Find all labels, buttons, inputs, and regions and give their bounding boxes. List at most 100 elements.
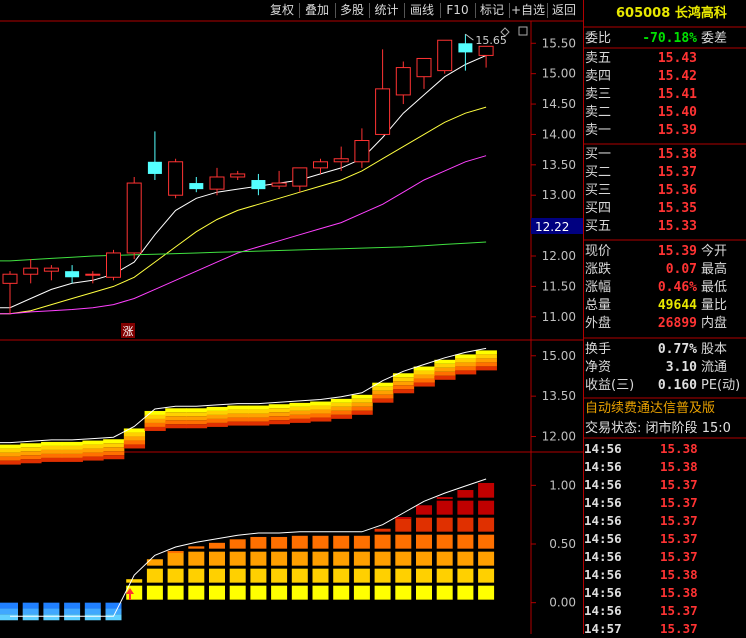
tick-row: 14:56 15.38 xyxy=(584,440,746,458)
osc-bar-neg xyxy=(43,602,60,609)
band-segment xyxy=(82,456,104,461)
candle-body xyxy=(478,45,494,56)
osc-bar-seg xyxy=(374,528,391,532)
band-segment xyxy=(144,422,166,427)
osc-bar-neg xyxy=(22,608,39,615)
stats-row: 净资 3.10 流通 xyxy=(0,359,746,377)
band-segment xyxy=(289,406,311,411)
band-segment xyxy=(165,412,187,417)
osc-bar-seg xyxy=(478,568,495,583)
band-segment xyxy=(123,444,146,449)
osc-bar-neg xyxy=(64,602,81,609)
tick-price: 15.38 xyxy=(660,441,698,456)
band-segment xyxy=(248,409,270,414)
osc-bar-seg xyxy=(271,536,288,549)
osc-bar-seg xyxy=(353,568,370,583)
osc-bar-seg xyxy=(436,568,453,583)
ask-row-value: 15.39 xyxy=(657,123,697,138)
osc-bar-seg xyxy=(188,551,205,566)
band-segment xyxy=(392,381,415,386)
osc-bar-seg xyxy=(374,568,391,583)
bid-row: 买三 15.36 xyxy=(0,182,746,200)
band-segment xyxy=(103,451,125,456)
multi-stock-button[interactable]: 多股 xyxy=(339,3,364,17)
band-segment xyxy=(144,426,166,431)
ask-row: 卖四 15.42 xyxy=(0,68,746,86)
band-segment xyxy=(475,366,497,371)
band-segment xyxy=(434,371,456,376)
band-segment xyxy=(227,413,249,418)
band-segment xyxy=(61,445,83,450)
band-segment xyxy=(185,408,208,413)
osc-bar-seg xyxy=(333,551,350,566)
tick-time: 14:56 xyxy=(584,585,622,600)
y-tick-label: 12.00 xyxy=(542,249,576,263)
statistics-button[interactable]: 统计 xyxy=(374,3,399,17)
band-segment xyxy=(144,418,166,423)
bid-row-label: 买二 xyxy=(585,165,612,180)
ask-row-label: 卖五 xyxy=(585,51,612,66)
osc-bar-seg xyxy=(291,535,308,549)
osc-bar-seg xyxy=(229,539,246,549)
mark-button[interactable]: 标记 xyxy=(479,3,504,17)
band-segment xyxy=(0,448,21,453)
osc-bar-seg xyxy=(250,551,267,566)
band-segment xyxy=(206,410,228,415)
diamond-icon xyxy=(500,27,510,37)
osc-bar-seg xyxy=(188,546,205,549)
band-segment xyxy=(123,432,146,437)
osc-bar-seg xyxy=(209,585,225,600)
ad-banner[interactable]: 自动续费通达信普及版 xyxy=(585,401,716,416)
band-segment xyxy=(20,455,42,460)
osc-bar-seg xyxy=(167,568,184,583)
band-segment xyxy=(455,366,477,371)
y-tick-label: 13.50 xyxy=(542,158,576,172)
band-segment xyxy=(82,452,104,457)
osc-bar-neg xyxy=(64,608,81,615)
tick-time: 14:56 xyxy=(584,513,622,528)
band-segment xyxy=(41,457,63,462)
candle-body xyxy=(416,57,432,78)
band-segment xyxy=(41,445,63,450)
fuquan-button[interactable]: 复权 xyxy=(269,3,294,17)
quote-row-value: 0.07 xyxy=(665,262,697,277)
band-segment xyxy=(392,389,415,394)
osc-bar-neg xyxy=(84,614,101,621)
osc-bar-seg xyxy=(353,585,370,600)
up-arrow-icon xyxy=(126,588,134,600)
band-segment xyxy=(185,420,208,425)
overlay-button[interactable]: 叠加 xyxy=(304,3,329,17)
tick-row: 14:56 15.38 xyxy=(584,566,746,584)
band-segment xyxy=(185,412,208,417)
ask-row-value: 15.42 xyxy=(657,69,697,84)
tick-price: 15.37 xyxy=(660,495,698,510)
add-watchlist-button[interactable]: +自选 xyxy=(510,3,546,17)
osc-bar-seg xyxy=(271,551,288,566)
osc-bar-seg xyxy=(333,568,350,583)
back-button[interactable]: 返回 xyxy=(551,3,576,17)
band-segment xyxy=(310,413,332,418)
candle-body xyxy=(43,267,59,272)
osc-bar-neg xyxy=(43,608,60,615)
ask-row-label: 卖二 xyxy=(585,105,612,120)
tick-row: 14:56 15.37 xyxy=(584,494,746,512)
band-segment xyxy=(268,420,290,425)
osc-bar-seg xyxy=(395,568,412,583)
ma-line xyxy=(0,241,487,262)
bid-row: 买一 15.38 xyxy=(0,146,746,164)
osc-bar-seg xyxy=(416,585,432,600)
osc-bar-seg xyxy=(291,551,308,566)
quote-row: 外盘 26899 内盘 xyxy=(0,315,746,333)
osc-bar-seg xyxy=(395,517,412,520)
ask-row-value: 15.40 xyxy=(657,105,697,120)
band-segment xyxy=(165,416,187,421)
y-tick-label: 14.50 xyxy=(542,97,576,111)
band-segment xyxy=(61,457,83,462)
osc-bar-seg xyxy=(188,585,205,600)
stock-title: 605008 长鸿高科 xyxy=(616,5,727,23)
f10-button[interactable]: F10 xyxy=(446,3,469,17)
draw-line-button[interactable]: 画线 xyxy=(409,3,434,17)
candle-body xyxy=(313,161,328,169)
quote-row-label: 涨跌 xyxy=(585,262,612,277)
